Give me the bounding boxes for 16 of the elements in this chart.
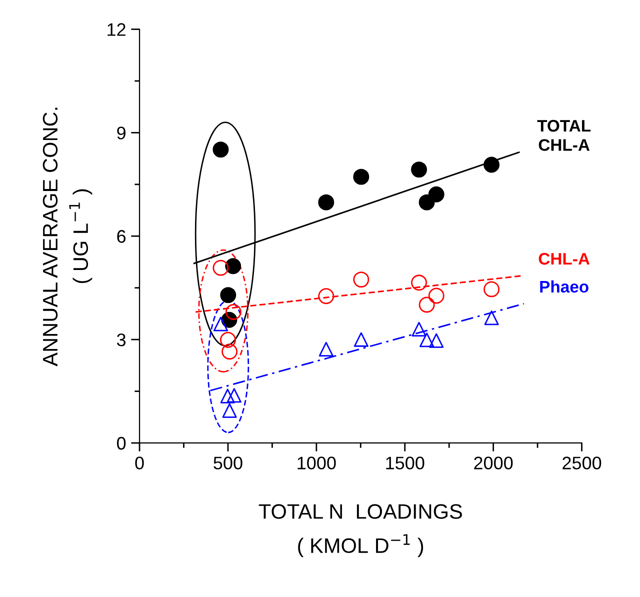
x-tick-label: 1500	[386, 456, 424, 470]
x-tick-label: 2500	[562, 456, 602, 470]
y-axis-title: ANNUAL AVERAGE CONC. ( UG L$^{−1}$ )	[42, 108, 92, 366]
x-tick-label: 2000	[474, 456, 513, 470]
y-tick-label: 3	[116, 333, 126, 346]
text: CHL-A	[538, 252, 590, 265]
y-tick-label: 9	[117, 126, 126, 140]
y-tick-label: 0	[116, 436, 126, 450]
y-tick-label: 12	[108, 23, 126, 36]
x-tick-label: 1000	[298, 456, 336, 470]
text: TOTAL CHL-A	[537, 120, 591, 151]
x-tick-label: 0	[135, 456, 144, 470]
text: Phaeo	[540, 280, 588, 293]
y-tick-label: 6	[117, 230, 126, 243]
x-axis-title: TOTAL N LOADINGS ( KMOL D$^{−1}$ )	[258, 504, 462, 558]
x-tick-label: 500	[214, 456, 242, 470]
